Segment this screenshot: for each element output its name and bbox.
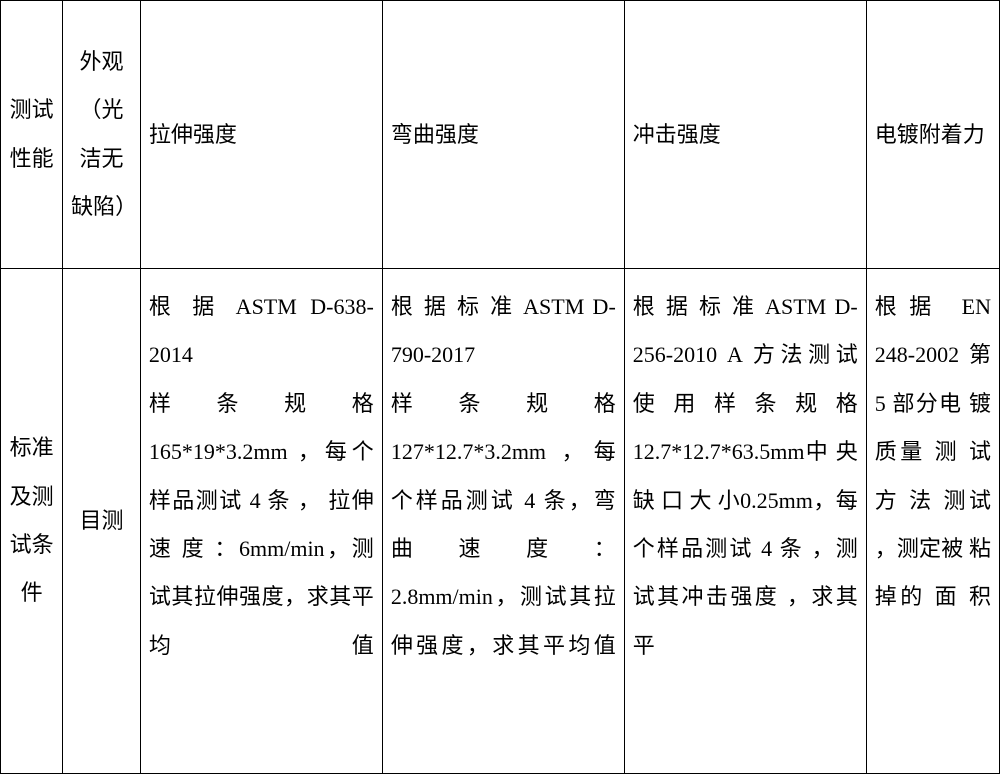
col-header-flexural: 弯曲强度 (382, 1, 624, 269)
table-row: 标准及测试条件 目测 根 据 ASTM D-638-2014样 条 规 格 16… (1, 269, 1000, 774)
row-header-test-property: 测试性能 (1, 1, 63, 269)
col-header-plating: 电镀附着力 (866, 1, 999, 269)
col-header-tensile: 拉伸强度 (140, 1, 382, 269)
cell-flexural-spec: 根 据 标 准 ASTM D-790-2017样 条 规 格 127*12.7*… (382, 269, 624, 774)
col-header-appearance: 外观（光洁无缺陷） (63, 1, 141, 269)
spec-table: 测试性能 外观（光洁无缺陷） 拉伸强度 弯曲强度 冲击强度 电镀附着力 标准及测… (0, 0, 1000, 774)
row-header-standard: 标准及测试条件 (1, 269, 63, 774)
cell-plating-spec: 根据 EN 248-2002 第 5 部分电 镀 质量 测 试方 法 测试 ，测… (866, 269, 999, 774)
table-row: 测试性能 外观（光洁无缺陷） 拉伸强度 弯曲强度 冲击强度 电镀附着力 (1, 1, 1000, 269)
cell-tensile-spec: 根 据 ASTM D-638-2014样 条 规 格 165*19*3.2mm … (140, 269, 382, 774)
cell-impact-spec: 根 据 标 准 ASTM D-256-2010 A 方法测试使 用 样 条 规 … (624, 269, 866, 774)
cell-visual-inspect: 目测 (63, 269, 141, 774)
col-header-impact: 冲击强度 (624, 1, 866, 269)
